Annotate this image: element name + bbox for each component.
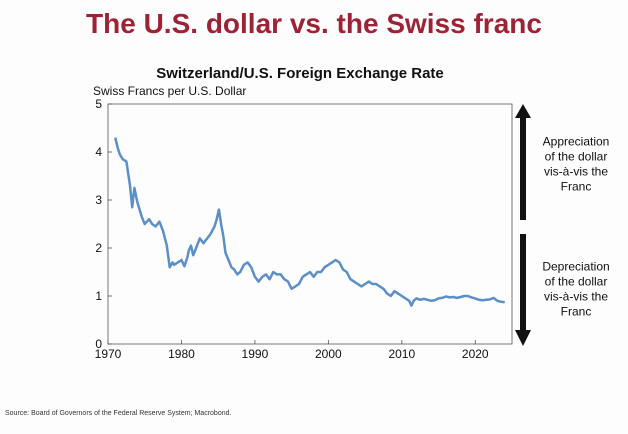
depreciation-annotation-line: Depreciation <box>542 260 609 274</box>
x-tick-label: 2020 <box>462 347 489 361</box>
depreciation-annotation: Depreciation of the dollar vis-à-vis the Fr… <box>542 260 609 319</box>
depreciation-annotation-line: Franc <box>561 305 592 319</box>
appreciation-annotation-line: vis-à-vis the <box>544 165 608 179</box>
y-axis-label: Swiss Francs per U.S. Dollar <box>93 84 246 98</box>
chart-title: Switzerland/U.S. Foreign Exchange Rate <box>156 65 444 82</box>
page-title: The U.S. dollar vs. the Swiss franc <box>86 8 542 39</box>
appreciation-annotation-line: Franc <box>561 180 592 194</box>
y-tick-label: 0 <box>95 337 102 351</box>
x-tick-label: 1990 <box>242 347 269 361</box>
x-tick-label: 1980 <box>168 347 195 361</box>
down-arrow-icon <box>515 330 531 346</box>
appreciation-annotation-line: Appreciation <box>543 135 610 149</box>
source-note: Source: Board of Governors of the Federa… <box>5 410 232 417</box>
depreciation-annotation-line: vis-à-vis the <box>544 290 608 304</box>
up-arrow-icon <box>515 104 531 118</box>
x-tick-label: 2000 <box>315 347 342 361</box>
y-tick-label: 5 <box>95 97 102 111</box>
plot-area-frame <box>107 103 513 345</box>
appreciation-annotation: Appreciation of the dollar vis-à-vis the Fr… <box>543 135 610 194</box>
y-tick-label: 4 <box>95 145 102 159</box>
appreciation-annotation-line: of the dollar <box>545 150 608 164</box>
y-tick-label: 3 <box>95 193 102 207</box>
depreciation-annotation-line: of the dollar <box>545 275 608 289</box>
x-tick-label: 1970 <box>95 347 122 361</box>
x-tick-label: 2010 <box>388 347 415 361</box>
series-line <box>114 137 505 307</box>
y-tick-label: 1 <box>95 289 102 303</box>
y-tick-label: 2 <box>95 241 102 255</box>
